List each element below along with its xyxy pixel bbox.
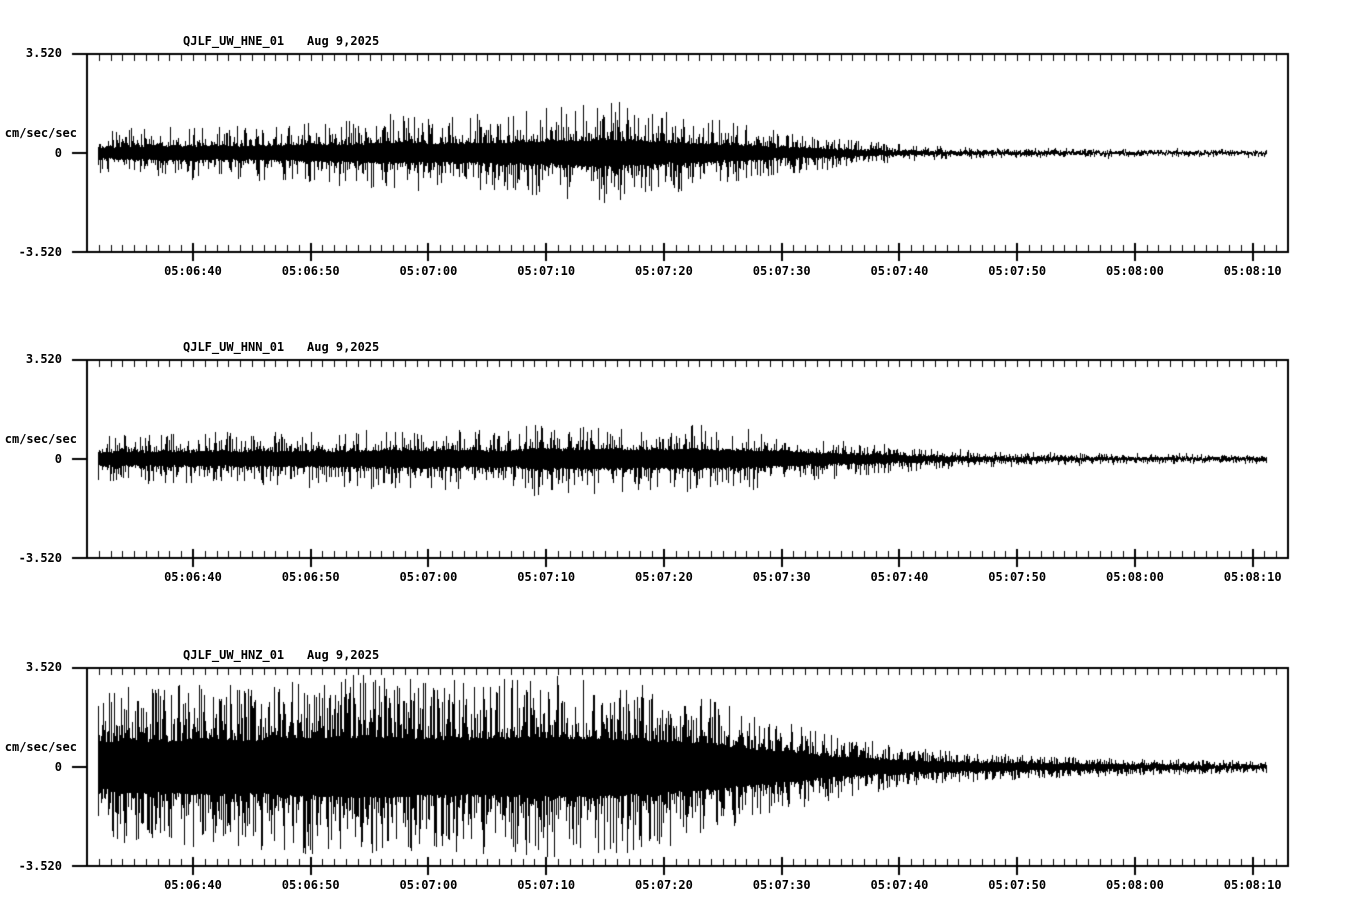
panel-title-station: QJLF_UW_HNZ_01	[183, 648, 285, 662]
x-tick-label: 05:07:30	[752, 878, 811, 892]
seismogram-panel-hnn: QJLF_UW_HNN_01 Aug 9,2025 3.520 cm/sec/s…	[0, 306, 1358, 614]
x-tick-label: 05:07:20	[635, 878, 693, 892]
waveform-plot	[70, 357, 1302, 569]
waveform-plot	[70, 665, 1302, 877]
y-axis-unit-label: cm/sec/sec	[4, 432, 77, 446]
x-tick-label: 05:07:00	[399, 570, 458, 584]
x-tick-label: 05:07:00	[399, 878, 458, 892]
panel-title-date: Aug 9,2025	[307, 34, 380, 48]
x-tick-label: 05:07:40	[870, 878, 929, 892]
x-tick-label: 05:07:20	[635, 570, 693, 584]
y-axis-zero-label: 0	[54, 760, 62, 774]
x-tick-label: 05:07:30	[752, 264, 811, 278]
x-tick-label: 05:08:00	[1106, 264, 1164, 278]
x-tick-label: 05:08:10	[1223, 878, 1282, 892]
x-axis-labels: 05:06:40 05:06:50 05:07:00 05:07:10 05:07:20…	[0, 878, 1358, 894]
y-axis-zero-label: 0	[54, 146, 62, 160]
y-axis-unit-label: cm/sec/sec	[4, 740, 77, 754]
x-tick-label: 05:06:50	[281, 264, 340, 278]
panel-title-date: Aug 9,2025	[307, 648, 380, 662]
x-tick-label: 05:07:40	[870, 264, 929, 278]
seismogram-panel-hnz: QJLF_UW_HNZ_01 Aug 9,2025 3.520 cm/sec/s…	[0, 614, 1358, 922]
x-tick-label: 05:08:10	[1223, 570, 1282, 584]
panel-title-station: QJLF_UW_HNN_01	[183, 340, 285, 354]
waveform-plot	[70, 51, 1302, 263]
seismogram-panel-hne: QJLF_UW_HNE_01 Aug 9,2025 3.520 cm/sec/s…	[0, 0, 1358, 308]
x-tick-label: 05:08:10	[1223, 264, 1282, 278]
x-tick-label: 05:07:00	[399, 264, 458, 278]
x-tick-label: 05:06:50	[281, 570, 340, 584]
x-tick-label: 05:06:50	[281, 878, 340, 892]
x-tick-label: 05:07:50	[988, 570, 1047, 584]
y-axis-unit-label: cm/sec/sec	[4, 126, 77, 140]
x-tick-label: 05:07:50	[988, 264, 1047, 278]
x-tick-label: 05:06:40	[164, 878, 222, 892]
panel-title-date: Aug 9,2025	[307, 340, 380, 354]
x-tick-label: 05:07:10	[517, 570, 576, 584]
x-tick-label: 05:08:00	[1106, 570, 1164, 584]
x-tick-label: 05:07:30	[752, 570, 811, 584]
panel-title-station: QJLF_UW_HNE_01	[183, 34, 285, 48]
x-tick-label: 05:08:00	[1106, 878, 1164, 892]
x-axis-labels: 05:06:40 05:06:50 05:07:00 05:07:10 05:07:20…	[0, 570, 1358, 586]
y-axis-min-label: -3.520	[18, 551, 62, 565]
x-tick-label: 05:07:10	[517, 264, 576, 278]
x-tick-label: 05:06:40	[164, 570, 222, 584]
x-tick-label: 05:06:40	[164, 264, 222, 278]
y-axis-min-label: -3.520	[18, 245, 62, 259]
x-tick-label: 05:07:40	[870, 570, 929, 584]
y-axis-min-label: -3.520	[18, 859, 62, 873]
x-tick-label: 05:07:10	[517, 878, 576, 892]
x-tick-label: 05:07:20	[635, 264, 693, 278]
y-axis-max-label: 3.520	[25, 352, 62, 366]
y-axis-max-label: 3.520	[25, 46, 62, 60]
x-tick-label: 05:07:50	[988, 878, 1047, 892]
y-axis-max-label: 3.520	[25, 660, 62, 674]
x-axis-labels: 05:06:40 05:06:50 05:07:00 05:07:10 05:07:20…	[0, 264, 1358, 280]
y-axis-zero-label: 0	[54, 452, 62, 466]
